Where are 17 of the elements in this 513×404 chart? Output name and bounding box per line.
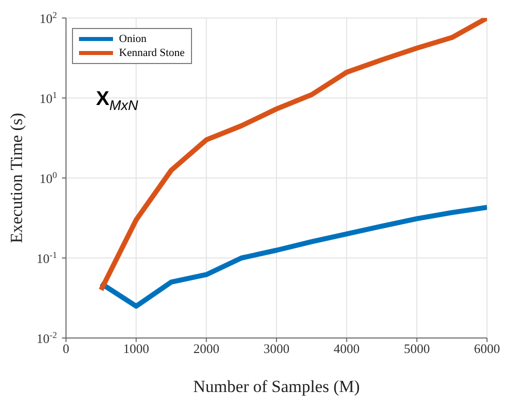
y-tick-label: 10$^{1}$ — [40, 90, 57, 106]
x-tick-label: 4000 — [334, 341, 360, 356]
y-tick-label: 10$^{0}$ — [40, 170, 58, 186]
legend-label: Kennard Stone — [119, 46, 185, 60]
legend-label: Onion — [119, 32, 146, 46]
y-axis-title: Execution Time (s) — [7, 112, 26, 244]
x-tick-label: 0 — [62, 341, 70, 356]
x-axis-title: Number of Samples (M) — [193, 377, 360, 396]
x-tick-label: 1000 — [123, 341, 150, 356]
y-tick-label: 10$^{-2}$ — [36, 330, 57, 346]
y-tick-label: 10$^{2}$ — [40, 10, 57, 26]
y-tick-label: 10$^{-1}$ — [36, 250, 57, 266]
annotation: X$_{MxN}$ — [96, 88, 138, 113]
x-tick-label: 5000 — [404, 341, 430, 356]
x-tick-label: 2000 — [193, 341, 220, 356]
x-tick-label: 3000 — [264, 341, 290, 356]
x-tick-label: 6000 — [474, 341, 500, 356]
